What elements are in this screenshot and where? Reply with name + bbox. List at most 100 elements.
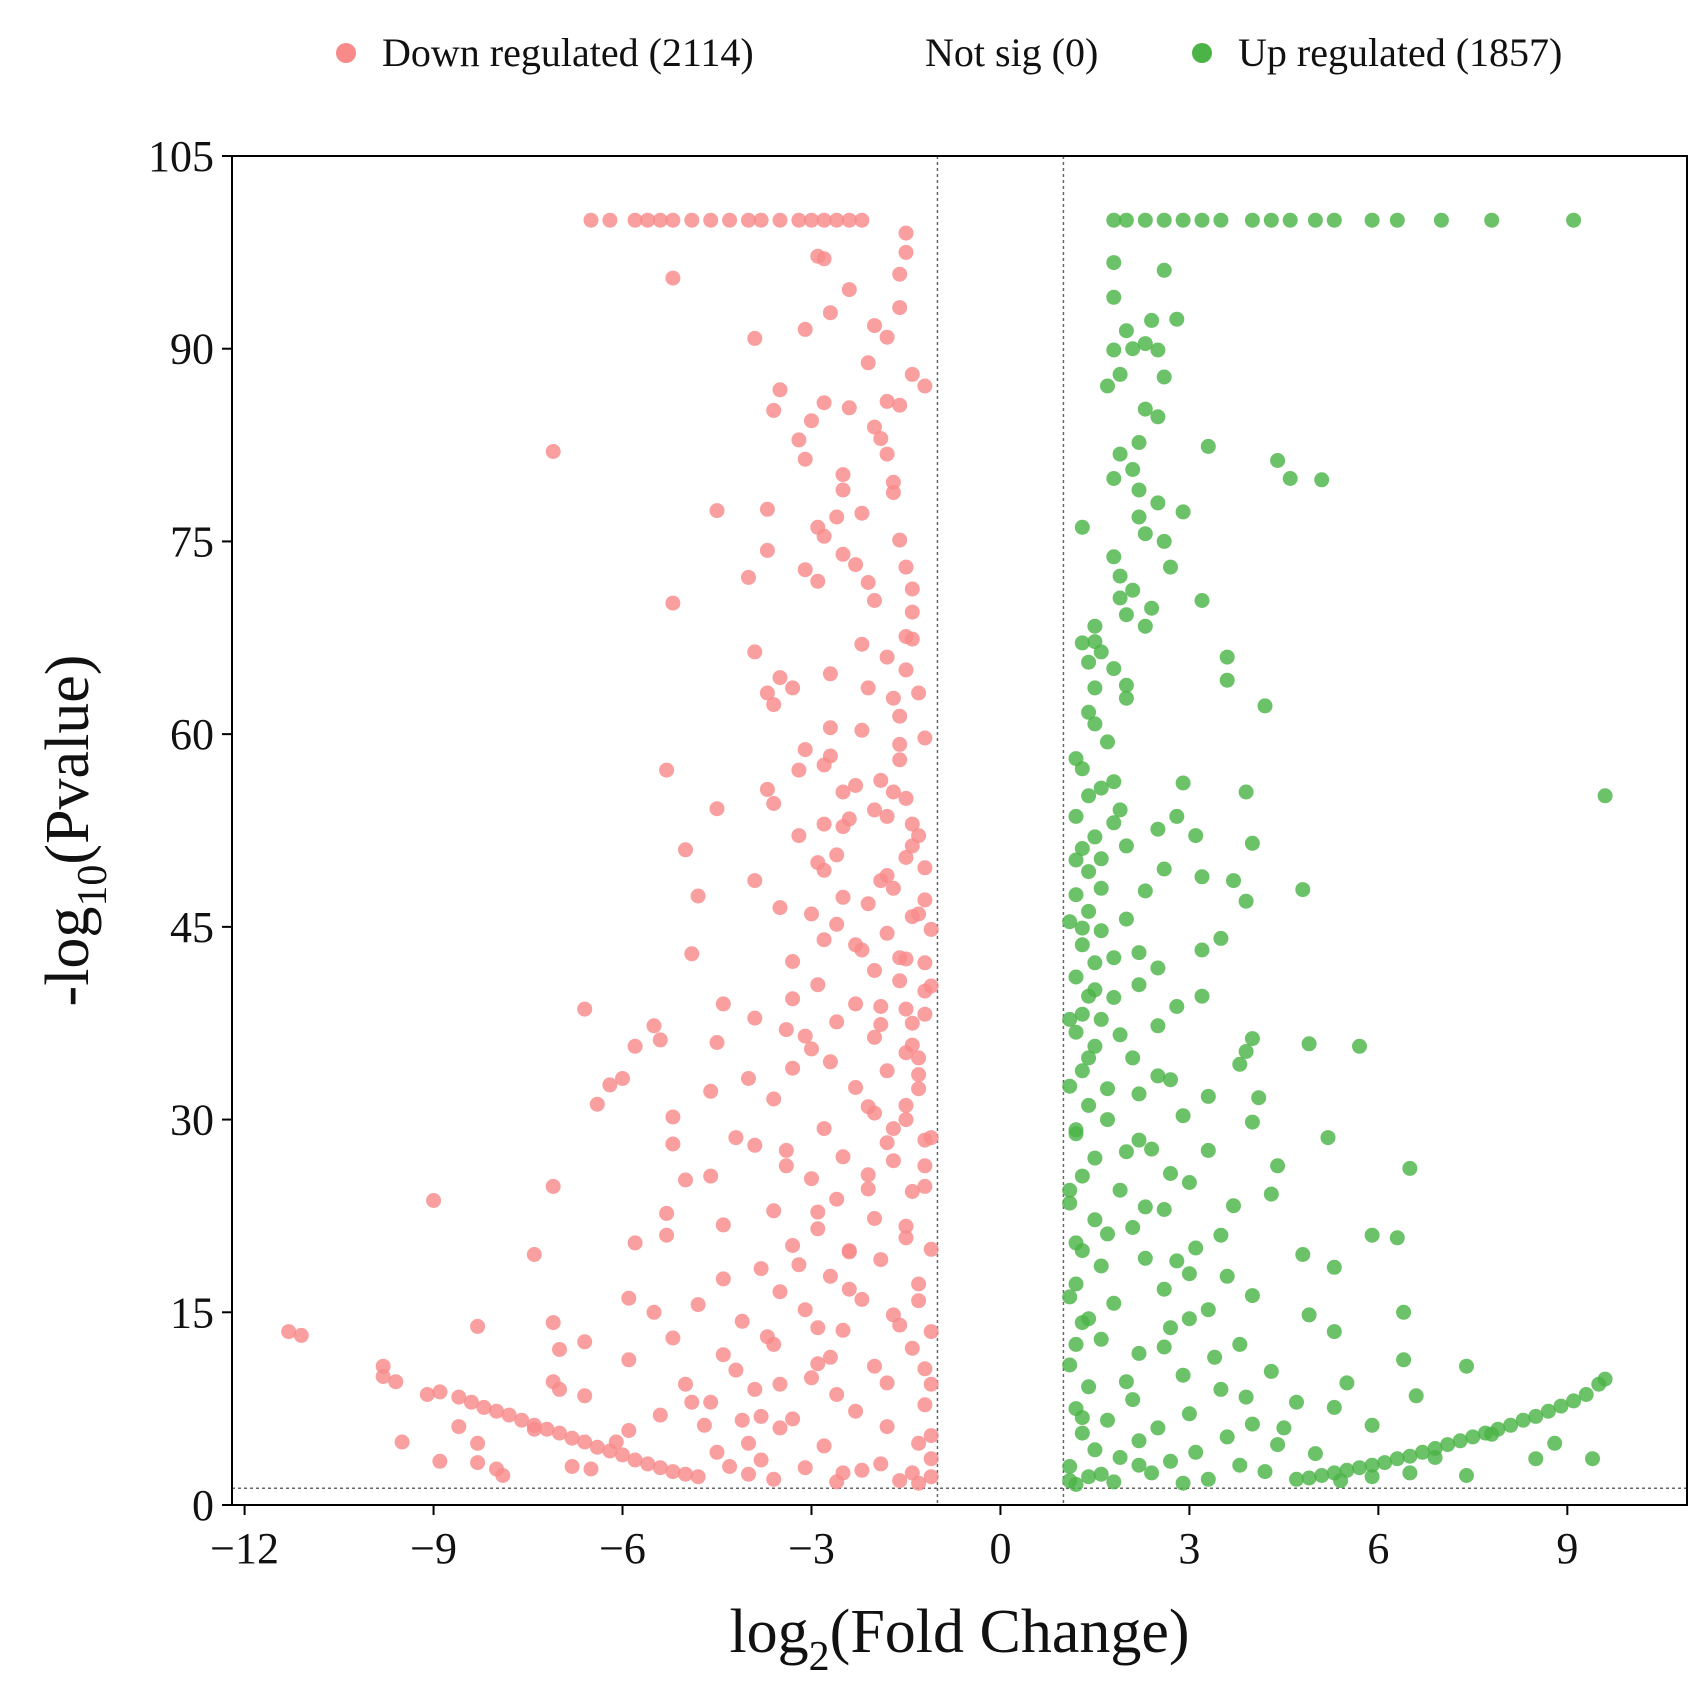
point-up-regulated xyxy=(1244,1031,1260,1047)
point-up-regulated xyxy=(1528,1408,1544,1424)
point-down-regulated xyxy=(772,1284,788,1300)
y-axis-ticks: 0 15 30 45 60 75 90 105 xyxy=(148,132,232,1530)
point-up-regulated xyxy=(1270,453,1286,468)
point-down-regulated xyxy=(722,1459,738,1474)
point-up-regulated xyxy=(1087,829,1103,845)
point-up-regulated xyxy=(1263,212,1279,228)
point-down-regulated xyxy=(747,644,763,660)
point-up-regulated xyxy=(1389,1230,1405,1246)
point-down-regulated xyxy=(867,1029,882,1045)
point-up-regulated xyxy=(1112,802,1128,818)
point-down-regulated xyxy=(822,1349,838,1365)
point-up-regulated xyxy=(1112,366,1128,382)
point-up-regulated xyxy=(1150,409,1166,425)
point-down-regulated xyxy=(892,397,908,413)
point-down-regulated xyxy=(822,305,838,321)
point-down-regulated xyxy=(797,1302,813,1318)
point-up-regulated xyxy=(1106,289,1122,305)
x-tick-label: 6 xyxy=(1367,1524,1389,1573)
point-down-regulated xyxy=(696,1417,712,1433)
point-up-regulated xyxy=(1585,1451,1600,1467)
point-up-regulated xyxy=(1125,1220,1141,1235)
point-up-regulated xyxy=(1257,698,1273,714)
point-down-regulated xyxy=(539,1421,555,1437)
point-down-regulated xyxy=(904,1184,920,1199)
point-down-regulated xyxy=(867,318,882,334)
point-down-regulated xyxy=(804,413,819,429)
point-down-regulated xyxy=(816,251,832,267)
point-up-regulated xyxy=(1144,600,1160,616)
point-up-regulated xyxy=(1118,911,1134,927)
point-down-regulated xyxy=(835,889,851,905)
point-up-regulated xyxy=(1125,582,1141,598)
point-down-regulated xyxy=(835,784,851,800)
point-down-regulated xyxy=(652,1407,668,1423)
point-up-regulated xyxy=(1169,808,1185,824)
x-axis-title-sub: 2 xyxy=(809,1634,830,1680)
point-down-regulated xyxy=(804,1041,819,1057)
x-tick-label: −12 xyxy=(210,1524,279,1573)
point-down-regulated xyxy=(627,212,643,228)
point-down-regulated xyxy=(879,649,895,665)
point-up-regulated xyxy=(1326,1399,1342,1415)
point-up-regulated xyxy=(1112,1450,1128,1465)
point-down-regulated xyxy=(684,1394,700,1410)
point-down-regulated xyxy=(791,828,807,844)
point-down-regulated xyxy=(785,1238,801,1253)
point-up-regulated xyxy=(1106,255,1122,271)
point-up-regulated xyxy=(1081,704,1097,720)
point-up-regulated xyxy=(1074,937,1090,953)
point-down-regulated xyxy=(829,1191,845,1207)
point-down-regulated xyxy=(848,1080,864,1095)
point-down-regulated xyxy=(879,1419,895,1435)
point-down-regulated xyxy=(785,954,801,969)
point-up-regulated xyxy=(1402,1448,1418,1464)
point-down-regulated xyxy=(835,1322,851,1338)
point-down-regulated xyxy=(904,631,920,647)
point-down-regulated xyxy=(898,225,914,241)
point-down-regulated xyxy=(589,1439,605,1455)
point-up-regulated xyxy=(1062,1473,1078,1489)
point-down-regulated xyxy=(923,1241,939,1257)
point-up-regulated xyxy=(1106,342,1122,358)
point-down-regulated xyxy=(627,1038,643,1054)
point-up-regulated xyxy=(1528,1451,1544,1467)
point-up-regulated xyxy=(1100,1112,1115,1128)
x-tick-label: −6 xyxy=(599,1524,646,1573)
point-down-regulated xyxy=(583,1461,599,1477)
point-down-regulated xyxy=(898,1112,914,1128)
point-up-regulated xyxy=(1175,775,1191,791)
point-down-regulated xyxy=(917,860,933,876)
point-up-regulated xyxy=(1169,999,1185,1014)
point-up-regulated xyxy=(1081,1050,1097,1066)
point-down-regulated xyxy=(602,1077,618,1093)
point-down-regulated xyxy=(791,1257,807,1273)
data-points xyxy=(281,212,1613,1492)
point-down-regulated xyxy=(835,546,851,562)
point-up-regulated xyxy=(1081,1311,1097,1327)
point-up-regulated xyxy=(1257,1464,1273,1480)
point-down-regulated xyxy=(860,575,876,590)
legend-marker-up xyxy=(1192,43,1212,63)
point-up-regulated xyxy=(1087,1150,1103,1166)
point-down-regulated xyxy=(911,1435,927,1451)
point-up-regulated xyxy=(1106,471,1122,486)
point-down-regulated xyxy=(879,393,895,409)
point-down-regulated xyxy=(451,1419,467,1435)
point-up-regulated xyxy=(1106,1295,1122,1311)
point-up-regulated xyxy=(1194,942,1210,958)
point-up-regulated xyxy=(1163,1453,1178,1469)
point-down-regulated xyxy=(848,996,864,1012)
point-down-regulated xyxy=(703,1168,719,1184)
point-down-regulated xyxy=(577,1434,593,1450)
point-up-regulated xyxy=(1125,1050,1141,1066)
point-down-regulated xyxy=(822,1054,838,1070)
point-up-regulated xyxy=(1150,1018,1166,1034)
point-up-regulated xyxy=(1181,1311,1197,1327)
point-up-regulated xyxy=(1074,841,1090,856)
point-up-regulated xyxy=(1207,1349,1223,1365)
point-down-regulated xyxy=(892,736,908,752)
point-down-regulated xyxy=(564,1459,580,1474)
point-up-regulated xyxy=(1402,1465,1418,1481)
point-down-regulated xyxy=(885,1121,901,1137)
